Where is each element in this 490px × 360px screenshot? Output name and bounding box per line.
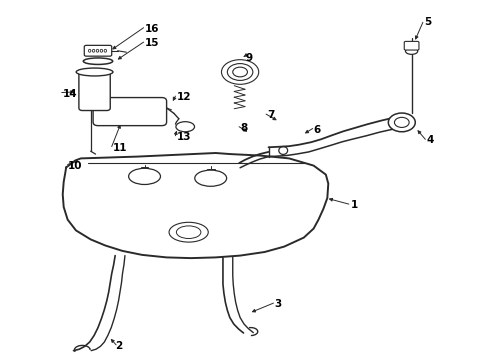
Text: 4: 4 bbox=[426, 135, 434, 145]
Text: 1: 1 bbox=[350, 200, 358, 210]
Ellipse shape bbox=[169, 222, 208, 242]
Text: 6: 6 bbox=[314, 125, 321, 135]
Text: 2: 2 bbox=[115, 341, 122, 351]
Ellipse shape bbox=[176, 226, 201, 239]
FancyBboxPatch shape bbox=[84, 45, 112, 56]
FancyBboxPatch shape bbox=[404, 41, 419, 50]
Ellipse shape bbox=[394, 117, 409, 127]
Text: 14: 14 bbox=[63, 89, 77, 99]
Text: 12: 12 bbox=[176, 92, 191, 102]
Text: 3: 3 bbox=[274, 299, 282, 309]
Text: 10: 10 bbox=[68, 161, 82, 171]
Ellipse shape bbox=[388, 113, 415, 132]
Ellipse shape bbox=[83, 58, 113, 64]
Ellipse shape bbox=[100, 49, 102, 52]
Ellipse shape bbox=[93, 49, 95, 52]
Ellipse shape bbox=[128, 168, 161, 185]
Ellipse shape bbox=[104, 49, 106, 52]
Ellipse shape bbox=[405, 48, 417, 54]
Text: 9: 9 bbox=[245, 53, 252, 63]
Text: 8: 8 bbox=[240, 123, 247, 133]
Ellipse shape bbox=[76, 68, 113, 76]
Ellipse shape bbox=[195, 170, 226, 186]
Text: 5: 5 bbox=[424, 17, 431, 27]
Ellipse shape bbox=[88, 49, 91, 52]
Text: 7: 7 bbox=[267, 110, 274, 120]
Text: 15: 15 bbox=[145, 38, 159, 48]
Ellipse shape bbox=[176, 122, 195, 132]
Text: 11: 11 bbox=[113, 143, 127, 153]
FancyBboxPatch shape bbox=[79, 71, 110, 111]
FancyBboxPatch shape bbox=[93, 98, 167, 126]
Polygon shape bbox=[63, 153, 328, 258]
Ellipse shape bbox=[97, 49, 99, 52]
Text: 16: 16 bbox=[145, 24, 159, 34]
Text: 13: 13 bbox=[176, 132, 191, 142]
